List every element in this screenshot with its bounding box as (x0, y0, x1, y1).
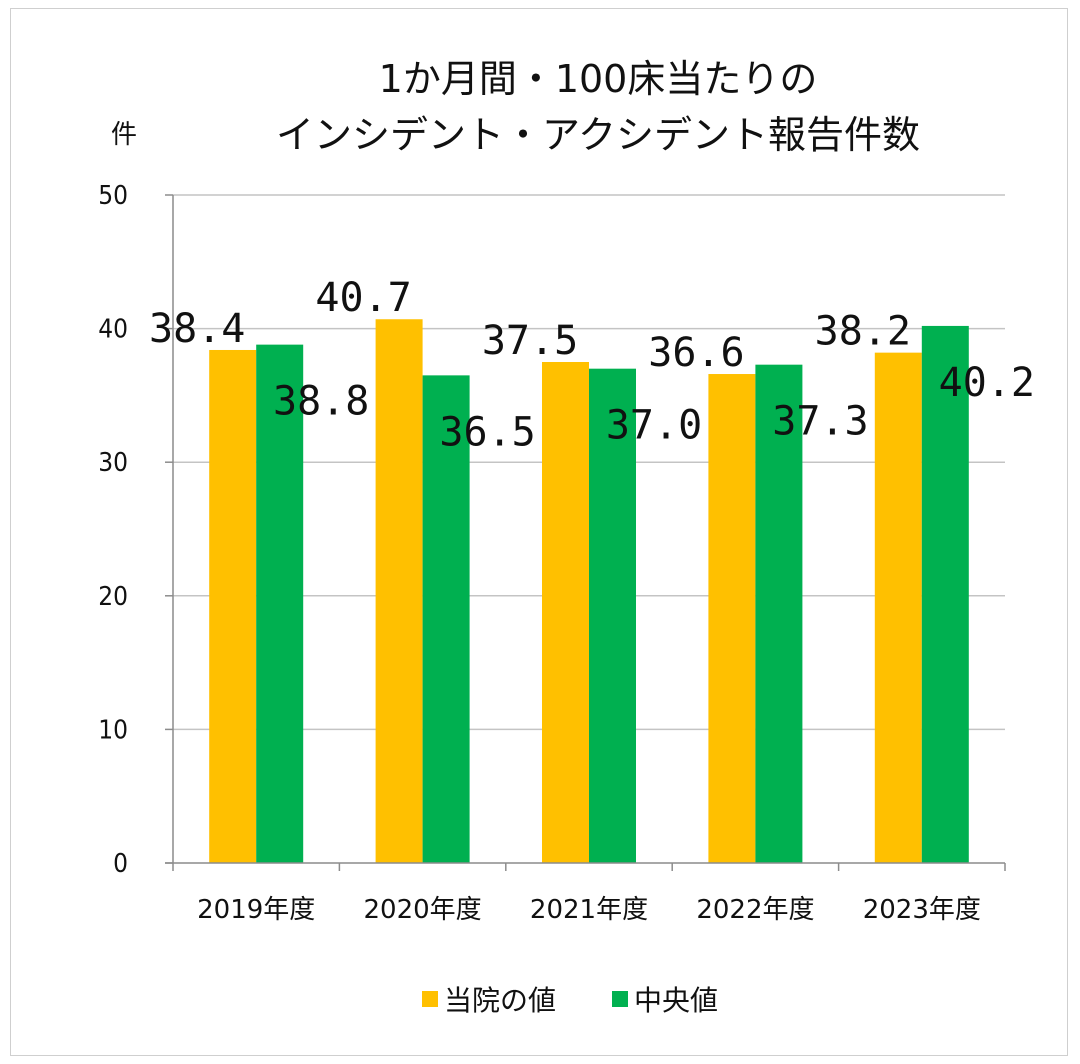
bar-hospital (708, 374, 756, 863)
x-tick-label: 2023年度 (863, 895, 981, 925)
legend-swatch-median (612, 991, 628, 1007)
data-label-hospital: 38.2 (815, 309, 911, 355)
y-tick-label: 50 (98, 181, 128, 211)
y-tick-label: 30 (98, 448, 128, 478)
data-label-hospital: 36.6 (648, 330, 744, 376)
y-tick-label: 20 (98, 582, 128, 612)
data-labels: 38.4 38.8 40.7 36.5 37.5 37.0 36.6 37.3 38.2 40.2 (149, 275, 1035, 455)
y-tick-label: 0 (113, 849, 128, 879)
data-label-median: 37.0 (606, 403, 702, 449)
data-label-median: 40.2 (939, 360, 1035, 406)
bar-median (422, 375, 470, 863)
axes: 0 10 20 30 40 50 2019年度 2020年度 2021年度 2022年度 2023年… (98, 181, 1006, 925)
bar-median (589, 368, 636, 863)
x-tick-label: 2022年度 (696, 895, 814, 925)
x-tick-label: 2020年度 (364, 895, 482, 925)
bar-hospital (375, 319, 423, 863)
bar-median (755, 364, 803, 863)
legend-swatch-hospital (422, 991, 438, 1007)
data-label-hospital: 40.7 (315, 275, 411, 321)
data-label-median: 36.5 (439, 409, 535, 455)
bar-median (256, 344, 304, 864)
bars (209, 319, 969, 864)
y-tick-label: 10 (98, 715, 128, 745)
bar-median (921, 325, 969, 864)
legend-label-median: 中央値 (634, 984, 718, 1017)
y-axis-unit-label: 件 (111, 120, 137, 150)
x-tick-label: 2021年度 (530, 895, 648, 925)
data-label-hospital: 37.5 (482, 318, 578, 364)
y-tick-label: 40 (98, 315, 128, 345)
chart-title-line-1: 1か月間・100床当たりの (379, 57, 818, 101)
data-label-median: 37.3 (772, 399, 868, 445)
bar-hospital (209, 349, 257, 863)
data-label-median: 38.8 (273, 379, 369, 425)
x-tick-label: 2019年度 (197, 895, 315, 925)
chart-title-line-2: インシデント・アクシデント報告件数 (276, 113, 920, 157)
legend: 当院の値 中央値 (422, 984, 718, 1017)
bar-hospital (542, 362, 589, 863)
data-label-hospital: 38.4 (149, 306, 245, 352)
bar-hospital (874, 352, 922, 863)
legend-label-hospital: 当院の値 (444, 984, 556, 1017)
